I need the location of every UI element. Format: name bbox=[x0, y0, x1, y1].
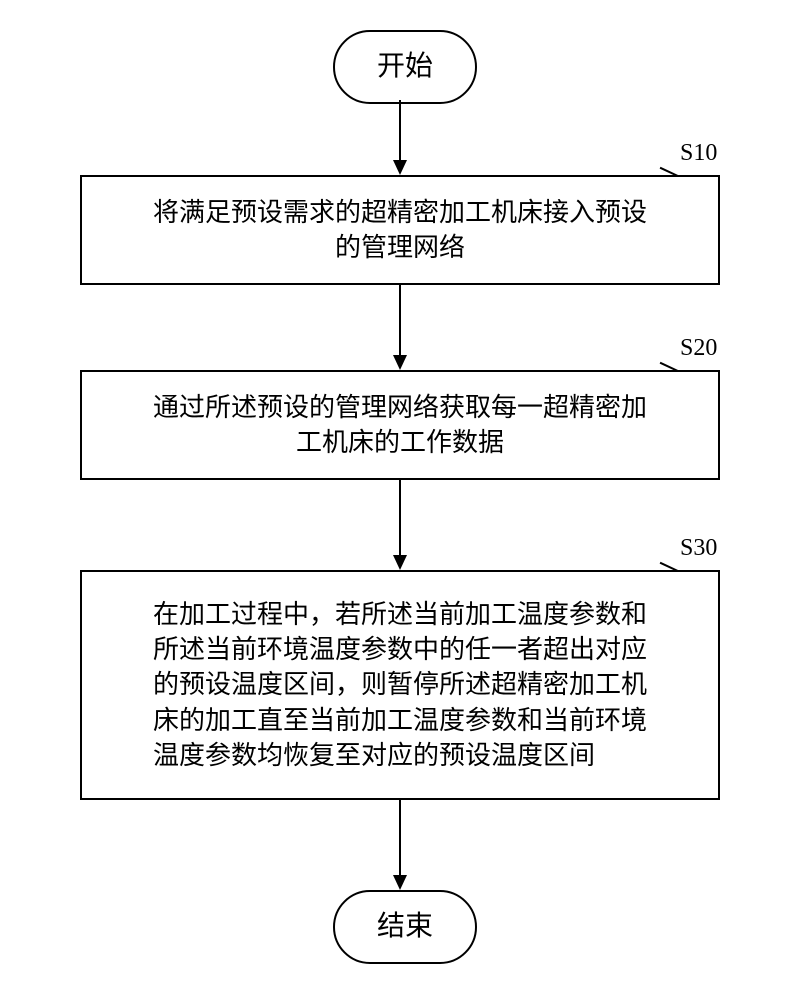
s30-line3: 的预设温度区间，则暂停所述超精密加工机 bbox=[153, 670, 647, 699]
process-s30: 在加工过程中，若所述当前加工温度参数和 所述当前环境温度参数中的任一者超出对应 … bbox=[80, 570, 720, 800]
end-node: 结束 bbox=[333, 890, 477, 964]
s30-line2: 所述当前环境温度参数中的任一者超出对应 bbox=[153, 635, 647, 664]
start-node: 开始 bbox=[333, 30, 477, 104]
s30-line5: 温度参数均恢复至对应的预设温度区间 bbox=[153, 741, 595, 770]
s30-line4: 床的加工直至当前加工温度参数和当前环境 bbox=[153, 706, 647, 735]
s10-text: 将满足预设需求的超精密加工机床接入预设 的管理网络 bbox=[153, 195, 647, 265]
process-s20: 通过所述预设的管理网络获取每一超精密加 工机床的工作数据 bbox=[80, 370, 720, 480]
s10-line2: 的管理网络 bbox=[335, 233, 465, 262]
s30-text: 在加工过程中，若所述当前加工温度参数和 所述当前环境温度参数中的任一者超出对应 … bbox=[153, 597, 647, 772]
s30-label-text: S30 bbox=[680, 535, 717, 561]
process-s10: 将满足预设需求的超精密加工机床接入预设 的管理网络 bbox=[80, 175, 720, 285]
s10-label-text: S10 bbox=[680, 140, 717, 166]
start-label: 开始 bbox=[377, 48, 433, 86]
step-label-s10: S10 bbox=[680, 140, 717, 167]
s20-text: 通过所述预设的管理网络获取每一超精密加 工机床的工作数据 bbox=[153, 390, 647, 460]
s10-line1: 将满足预设需求的超精密加工机床接入预设 bbox=[153, 198, 647, 227]
step-label-s30: S30 bbox=[680, 535, 717, 562]
s20-line1: 通过所述预设的管理网络获取每一超精密加 bbox=[153, 393, 647, 422]
end-label: 结束 bbox=[377, 908, 433, 946]
s20-label-text: S20 bbox=[680, 335, 717, 361]
s20-line2: 工机床的工作数据 bbox=[296, 428, 504, 457]
arrow-s30-end bbox=[390, 800, 410, 890]
s30-line1: 在加工过程中，若所述当前加工温度参数和 bbox=[153, 600, 647, 629]
step-label-s20: S20 bbox=[680, 335, 717, 362]
arrow-s20-s30 bbox=[390, 480, 410, 570]
arrow-s10-s20 bbox=[390, 285, 410, 370]
arrow-start-s10 bbox=[390, 100, 410, 175]
